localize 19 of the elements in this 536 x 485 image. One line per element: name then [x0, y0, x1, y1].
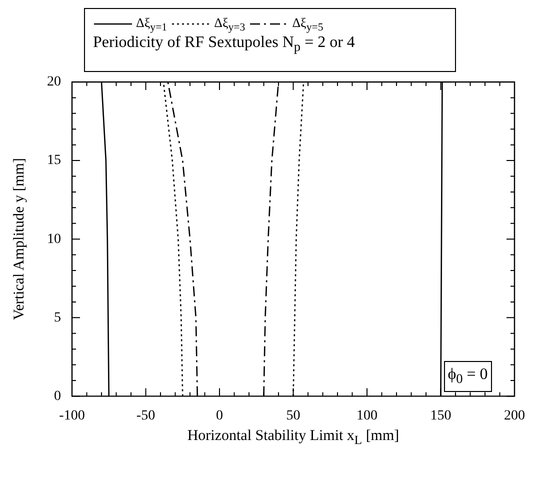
- x-tick-label: 0: [216, 408, 223, 424]
- y-tick-label: 5: [54, 310, 61, 326]
- y-tick-label: 10: [47, 232, 61, 247]
- x-tick-label: 150: [430, 408, 452, 424]
- legend-label: Δξ$_{y=1}$: [136, 15, 168, 34]
- chart-subtitle: Periodicity of RF Sextupoles N$_{p}$ = 2 or 4: [93, 34, 356, 55]
- y-axis-title: Vertical Amplitude y [mm]: [12, 158, 28, 320]
- x-tick-label: 200: [504, 408, 525, 424]
- x-tick-label: -50: [136, 408, 156, 424]
- x-tick-label: -100: [59, 408, 85, 424]
- y-tick-label: 15: [47, 153, 61, 168]
- y-tick-label: 0: [54, 388, 61, 404]
- x-axis-title: Horizontal Stability Limit x$_{L}$ [mm]: [186, 428, 400, 448]
- x-tick-label: 50: [286, 408, 300, 424]
- legend-label: Δξ$_{y=3}$: [214, 15, 246, 34]
- x-tick-label: 100: [356, 408, 378, 424]
- legend-label: Δξ$_{y=5}$: [292, 15, 324, 34]
- y-tick-label: 20: [47, 74, 61, 90]
- annotation: ϕ$_{0}$ = 0: [444, 361, 492, 392]
